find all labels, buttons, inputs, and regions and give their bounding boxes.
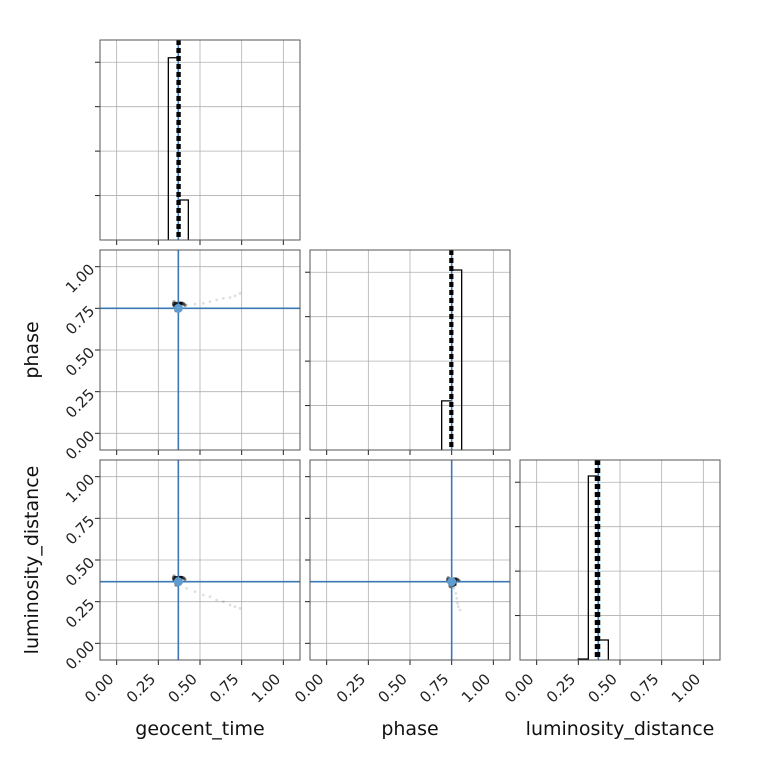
sample-point [215, 598, 219, 602]
sample-point [452, 586, 456, 590]
y-axis-label-luminosity_distance: luminosity_distance [21, 466, 43, 655]
y-tick-label: 1.00 [62, 470, 98, 506]
sample-point [221, 600, 225, 604]
x-tick-label: 0.50 [374, 670, 410, 706]
sample-point [208, 595, 212, 599]
panel-luminosity_distance [515, 459, 721, 665]
y-tick-label: 0.50 [62, 554, 98, 590]
x-tick-label: 0.75 [206, 670, 242, 706]
sample-point [238, 606, 242, 610]
x-tick-label: 1.00 [668, 670, 704, 706]
x-tick-label: 0.00 [501, 670, 537, 706]
sample-point [183, 303, 187, 307]
sample-point [201, 301, 205, 305]
sample-point [455, 577, 459, 581]
sample-point [185, 303, 189, 307]
x-axis-label-phase: phase [381, 718, 438, 740]
x-tick-label: 0.25 [123, 670, 159, 706]
x-axis-label-luminosity_distance: luminosity_distance [526, 718, 715, 740]
histogram-luminosity_distance [577, 475, 609, 660]
y-tick-label: 0.25 [62, 595, 98, 631]
x-tick-label: 0.00 [81, 670, 117, 706]
x-tick-label: 0.25 [333, 670, 369, 706]
y-tick-label: 0.75 [62, 302, 98, 338]
panel-frame [519, 459, 721, 661]
y-tick-label: 0.00 [62, 637, 98, 673]
sample-point [185, 586, 189, 590]
x-tick-label: 0.25 [543, 670, 579, 706]
sample-point [456, 578, 460, 582]
panel-phase-vs-luminosity_distance [305, 459, 511, 665]
sample-point [181, 301, 185, 305]
truth-point [173, 577, 183, 587]
sample-point [201, 593, 205, 597]
sample-point [208, 300, 212, 304]
sample-point [193, 302, 197, 306]
panel-frame [309, 459, 511, 661]
sample-point [171, 576, 176, 580]
panel-geocent_time-vs-phase [95, 249, 301, 455]
x-tick-label: 0.50 [164, 670, 200, 706]
panel-frame [309, 249, 511, 451]
sample-point [183, 577, 187, 582]
y-axis-label-phase: phase [21, 321, 43, 378]
x-tick-label: 0.75 [416, 670, 452, 706]
truth-point [173, 303, 183, 313]
y-tick-label: 0.75 [62, 512, 98, 548]
sample-point [238, 291, 242, 295]
sample-point [228, 603, 232, 607]
sample-point [221, 296, 225, 300]
sample-point [456, 605, 460, 609]
sample-point [456, 601, 459, 605]
sample-point [233, 294, 237, 298]
y-tick-label: 0.50 [62, 344, 98, 380]
panel-frame [99, 459, 301, 661]
x-tick-label: 0.00 [291, 670, 327, 706]
panel-geocent_time-vs-luminosity_distance [95, 459, 301, 665]
sample-point [454, 591, 458, 595]
panel-frame [99, 39, 301, 241]
sample-point [228, 296, 232, 299]
sample-point [181, 575, 185, 580]
sample-point [183, 303, 187, 307]
x-axis-label-geocent_time: geocent_time [135, 718, 264, 740]
sample-point [458, 608, 462, 612]
sample-point [215, 298, 219, 302]
panel-phase [305, 249, 511, 455]
sample-point [181, 302, 186, 306]
x-tick-label: 0.50 [584, 670, 620, 706]
panel-frame [99, 249, 301, 451]
y-tick-label: 0.25 [62, 385, 98, 421]
y-tick-label: 1.00 [62, 260, 98, 296]
sample-point [171, 301, 176, 306]
sample-point [455, 596, 459, 600]
x-tick-label: 0.75 [626, 670, 662, 706]
x-tick-label: 1.00 [458, 670, 494, 706]
sample-point [193, 590, 197, 594]
sample-point [183, 577, 187, 581]
truth-point [447, 577, 457, 587]
y-tick-label: 0.00 [62, 427, 98, 463]
x-tick-label: 1.00 [248, 670, 284, 706]
sample-point [181, 576, 186, 580]
panel-geocent_time [95, 39, 301, 245]
sample-point [233, 605, 237, 609]
